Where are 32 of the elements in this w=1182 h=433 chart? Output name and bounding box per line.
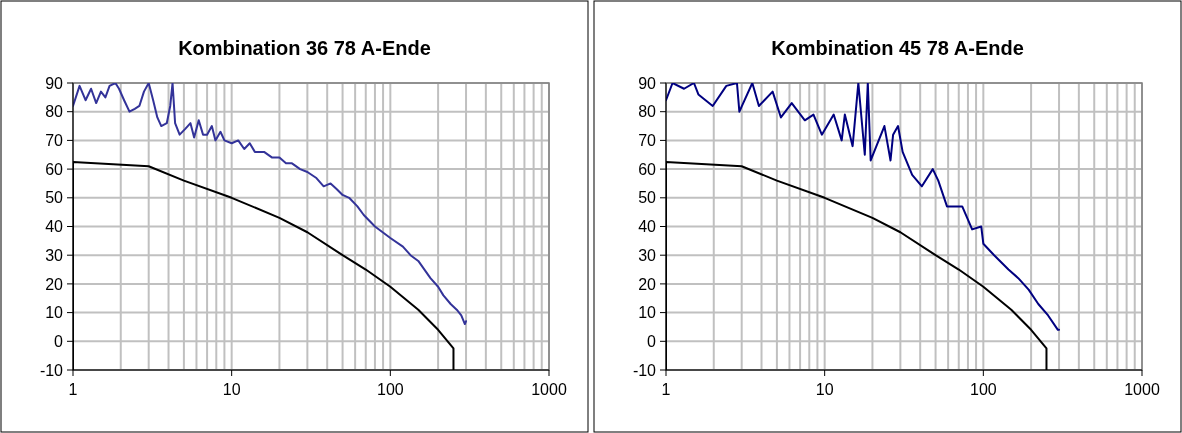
y-tick-label: 0: [647, 332, 657, 350]
y-tick-label: -10: [39, 361, 64, 379]
x-tick-label: 1000: [1124, 381, 1160, 398]
x-tick-label: 100: [376, 381, 404, 398]
y-tick-label: 20: [638, 275, 657, 293]
y-tick-label: 80: [638, 103, 657, 121]
y-tick-label: -10: [632, 361, 657, 379]
x-tick-label: 1: [68, 381, 78, 398]
x-tick-label: 10: [815, 381, 834, 398]
x-tick-label: 1: [661, 381, 671, 398]
y-tick-label: 90: [638, 74, 657, 92]
y-tick-label: 30: [45, 246, 64, 264]
y-tick-label: 40: [638, 218, 657, 236]
y-tick-label: 40: [45, 218, 64, 236]
chart-title: Kombination 36 78 A-Ende: [178, 37, 431, 59]
y-tick-label: 0: [54, 332, 64, 350]
y-tick-label: 30: [638, 246, 657, 264]
y-tick-label: 20: [45, 275, 64, 293]
y-tick-label: 60: [638, 160, 657, 178]
chart-title: Kombination 45 78 A-Ende: [771, 37, 1024, 59]
y-tick-label: 80: [45, 103, 64, 121]
y-tick-label: 90: [45, 74, 64, 92]
y-tick-label: 50: [45, 189, 64, 207]
y-tick-label: 10: [638, 304, 657, 322]
y-tick-label: 50: [638, 189, 657, 207]
x-tick-label: 10: [222, 381, 241, 398]
x-tick-label: 1000: [531, 381, 567, 398]
y-tick-label: 10: [45, 304, 64, 322]
x-tick-label: 100: [969, 381, 997, 398]
y-tick-label: 70: [45, 132, 64, 149]
y-tick-label: 60: [45, 160, 64, 178]
y-tick-label: 70: [638, 132, 657, 149]
